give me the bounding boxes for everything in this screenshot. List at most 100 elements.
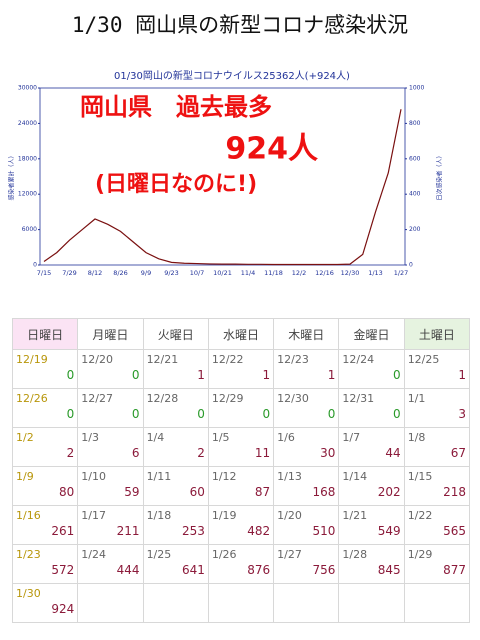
date: 1/4 — [146, 431, 165, 444]
x-tick-label: 7/29 — [62, 269, 77, 277]
count: 80 — [59, 485, 75, 499]
count: 3 — [458, 407, 466, 421]
y2-tick-label: 0 — [409, 262, 413, 269]
day-cell: 1/7 44 — [338, 427, 405, 467]
day-cell — [142, 583, 209, 623]
count: 565 — [443, 524, 466, 538]
day-cell — [403, 583, 471, 623]
date: 12/24 — [342, 353, 375, 366]
count: 1 — [458, 368, 466, 382]
table-row: 1/16 261 1/17 211 1/18 253 1/19 482 1/20 510 1/21 5… — [11, 505, 471, 545]
count: 510 — [312, 524, 336, 538]
day-cell: 1/29 877 — [403, 544, 471, 584]
count: 87 — [254, 485, 271, 499]
column-header: 木曜日 — [273, 318, 340, 350]
table-row: 1/2 2 1/3 6 1/4 2 1/5 11 1/6 30 1/7 44 1/8 67 — [11, 427, 471, 467]
count: 67 — [450, 446, 466, 460]
count: 0 — [66, 407, 75, 421]
day-cell: 1/16 261 — [11, 505, 79, 545]
count: 845 — [377, 563, 401, 577]
count: 202 — [377, 485, 401, 499]
date: 12/23 — [277, 353, 309, 366]
date: 1/28 — [342, 548, 368, 561]
x-tick-label: 12/16 — [315, 269, 334, 277]
date: 1/22 — [407, 509, 433, 522]
day-cell: 1/9 80 — [11, 466, 79, 506]
day-cell: 1/23 572 — [11, 544, 79, 584]
count: 0 — [393, 368, 401, 382]
date: 1/1 — [407, 392, 426, 405]
day-cell: 1/13 168 — [273, 466, 340, 506]
count: 1 — [262, 368, 271, 382]
date: 1/18 — [146, 509, 172, 522]
count: 60 — [189, 485, 205, 499]
count: 253 — [181, 524, 205, 538]
date: 1/9 — [16, 470, 34, 483]
count: 2 — [66, 446, 75, 460]
x-tick-label: 9/23 — [164, 269, 179, 277]
date: 1/16 — [16, 509, 41, 522]
day-cell: 1/22 565 — [403, 505, 471, 545]
day-cell — [207, 583, 275, 623]
day-cell: 1/4 2 — [142, 427, 209, 467]
date: 1/11 — [146, 470, 172, 483]
y2-tick-label: 400 — [409, 191, 421, 198]
date: 1/26 — [211, 548, 237, 561]
date: 12/20 — [81, 353, 113, 366]
count: 572 — [51, 563, 75, 577]
day-cell: 1/25 641 — [142, 544, 209, 584]
column-header: 月曜日 — [77, 318, 144, 350]
day-cell: 1/17 211 — [77, 505, 144, 545]
count: 218 — [443, 485, 466, 499]
x-tick-label: 9/9 — [141, 269, 151, 277]
date: 1/12 — [211, 470, 237, 483]
date: 1/6 — [277, 431, 295, 444]
day-cell: 12/31 0 — [338, 388, 405, 428]
column-header: 土曜日 — [403, 318, 471, 350]
day-cell: 1/1 3 — [403, 388, 471, 428]
count: 549 — [377, 524, 401, 538]
plot-frame — [39, 87, 406, 266]
date: 1/2 — [16, 431, 34, 444]
date: 1/5 — [211, 431, 230, 444]
day-cell: 12/20 0 — [77, 349, 144, 389]
y-tick-label: 12000 — [18, 191, 37, 198]
date: 1/3 — [81, 431, 99, 444]
day-cell — [273, 583, 340, 623]
day-cell: 1/15 218 — [403, 466, 471, 506]
count: 876 — [247, 563, 271, 577]
date: 1/15 — [407, 470, 433, 483]
day-cell: 1/19 482 — [207, 505, 275, 545]
day-cell: 1/5 11 — [207, 427, 275, 467]
y2-axis-label: 日次感染者（人） — [436, 152, 444, 200]
x-tick-label: 11/4 — [241, 269, 256, 277]
date: 1/7 — [342, 431, 361, 444]
y-axis-label: 感染者累計（人） — [8, 152, 16, 200]
count: 1 — [197, 368, 205, 382]
count: 1 — [327, 368, 336, 382]
day-cell: 12/23 1 — [273, 349, 340, 389]
date: 1/14 — [342, 470, 368, 483]
day-cell: 1/26 876 — [207, 544, 275, 584]
count: 2 — [197, 446, 205, 460]
day-cell: 1/27 756 — [273, 544, 340, 584]
date: 12/29 — [211, 392, 244, 405]
day-cell: 12/25 1 — [403, 349, 471, 389]
count: 482 — [247, 524, 271, 538]
day-cell: 12/22 1 — [207, 349, 275, 389]
day-cell: 12/26 0 — [11, 388, 79, 428]
count: 0 — [66, 368, 75, 382]
date: 12/22 — [211, 353, 244, 366]
count: 0 — [131, 407, 140, 421]
x-tick-label: 10/7 — [190, 269, 205, 277]
annotation: (日曜日なのに!) — [95, 172, 257, 197]
date: 1/23 — [16, 548, 41, 561]
count: 0 — [131, 368, 140, 382]
day-cell: 12/19 0 — [11, 349, 79, 389]
y2-tick-label: 600 — [409, 155, 421, 162]
count: 6 — [131, 446, 140, 460]
count: 0 — [262, 407, 271, 421]
y-tick-label: 30000 — [18, 85, 37, 92]
x-tick-label: 1/27 — [394, 269, 409, 277]
